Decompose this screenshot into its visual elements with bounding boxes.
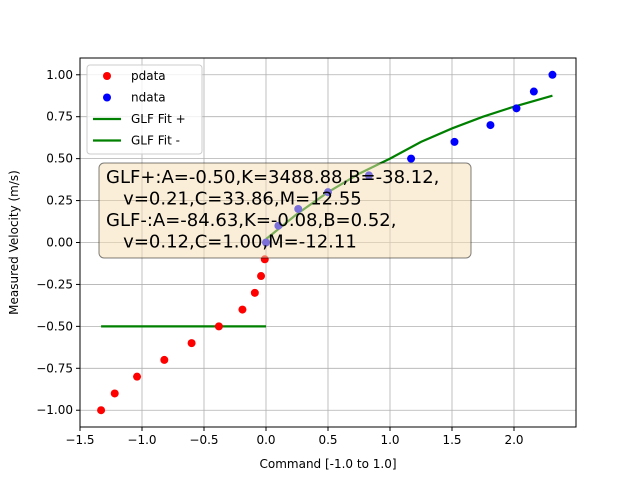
annotation-line: GLF-:A=-84.63,K=-0.08,B=0.52,: [106, 210, 396, 231]
y-tick-label: 0.25: [46, 194, 73, 208]
legend-label: ndata: [131, 91, 166, 105]
x-tick-label: −0.5: [189, 433, 218, 447]
legend-box: [86, 64, 203, 155]
annotation-line: v=0.12,C=1.00,M=-12.11: [106, 232, 357, 253]
y-tick-label: −0.25: [36, 277, 73, 291]
data-point: [486, 121, 495, 130]
legend-label: GLF Fit -: [131, 134, 180, 148]
legend-label: pdata: [131, 69, 166, 83]
data-point: [512, 104, 521, 113]
x-tick-label: 2.0: [504, 433, 523, 447]
data-point: [133, 372, 142, 381]
data-point: [160, 355, 169, 364]
legend-label: GLF Fit +: [131, 112, 186, 126]
data-point: [110, 389, 119, 398]
x-tick-label: 1.0: [380, 433, 399, 447]
annotation-line: v=0.21,C=33.86,M=12.55: [106, 189, 362, 210]
y-tick-label: −1.00: [36, 403, 73, 417]
annotation-line: GLF+:A=-0.50,K=3488.88,B=-38.12,: [106, 167, 439, 188]
data-point: [250, 288, 259, 297]
data-point: [529, 87, 538, 96]
x-tick-label: 0.5: [318, 433, 337, 447]
fit-parameters-annotation: GLF+:A=-0.50,K=3488.88,B=-38.12, v=0.21,…: [98, 162, 472, 259]
legend: pdata ndata GLF Fit + GLF Fit -: [86, 64, 203, 155]
data-point: [407, 154, 416, 163]
y-axis-label: Measured Velocity (m/s): [7, 170, 21, 315]
x-axis-ticks: −1.5 −1.0 −0.5 0.0 0.5 1.0 1.5 2.0: [65, 427, 524, 447]
data-point: [187, 339, 196, 348]
y-tick-label: −0.75: [36, 361, 73, 375]
data-point: [450, 137, 459, 146]
data-point: [257, 272, 266, 281]
legend-marker: [103, 93, 111, 102]
data-point: [548, 70, 557, 79]
data-point: [238, 305, 247, 314]
x-tick-label: −1.5: [65, 433, 94, 447]
legend-marker: [103, 72, 111, 80]
y-axis-ticks: −1.00 −0.75 −0.50 −0.25 0.00 0.25 0.50 0.75 1.00: [36, 68, 80, 417]
annotation-box: [98, 162, 472, 259]
y-tick-label: 0.75: [46, 110, 73, 124]
y-tick-label: 0.00: [46, 236, 73, 250]
x-axis-label: Command [-1.0 to 1.0]: [259, 457, 396, 471]
data-point: [214, 322, 223, 331]
x-tick-label: 0.0: [256, 433, 275, 447]
y-tick-label: 0.50: [46, 152, 73, 166]
y-tick-label: −0.50: [36, 319, 73, 333]
x-tick-label: 1.5: [442, 433, 461, 447]
data-point: [97, 406, 106, 415]
x-tick-label: −1.0: [127, 433, 156, 447]
y-tick-label: 1.00: [46, 68, 73, 82]
